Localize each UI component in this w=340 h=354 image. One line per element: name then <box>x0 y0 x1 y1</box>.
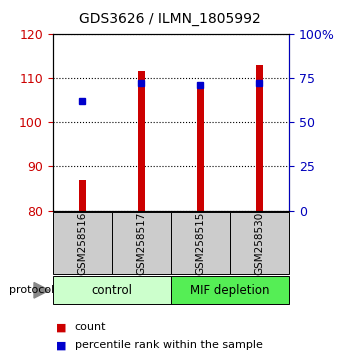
Bar <box>79 180 86 211</box>
Text: GSM258530: GSM258530 <box>254 212 265 275</box>
Text: MIF depletion: MIF depletion <box>190 284 270 297</box>
Text: protocol: protocol <box>8 285 54 295</box>
Text: control: control <box>91 284 132 297</box>
Text: percentile rank within the sample: percentile rank within the sample <box>75 340 263 350</box>
Text: count: count <box>75 322 106 332</box>
Bar <box>197 82 204 211</box>
Bar <box>138 71 145 211</box>
Text: GSM258517: GSM258517 <box>136 212 146 275</box>
Text: GSM258515: GSM258515 <box>195 212 205 275</box>
Bar <box>256 65 263 211</box>
Text: GSM258516: GSM258516 <box>77 212 87 275</box>
Text: GDS3626 / ILMN_1805992: GDS3626 / ILMN_1805992 <box>79 12 261 27</box>
Text: ■: ■ <box>56 322 67 332</box>
Text: ■: ■ <box>56 340 67 350</box>
Polygon shape <box>34 282 49 298</box>
